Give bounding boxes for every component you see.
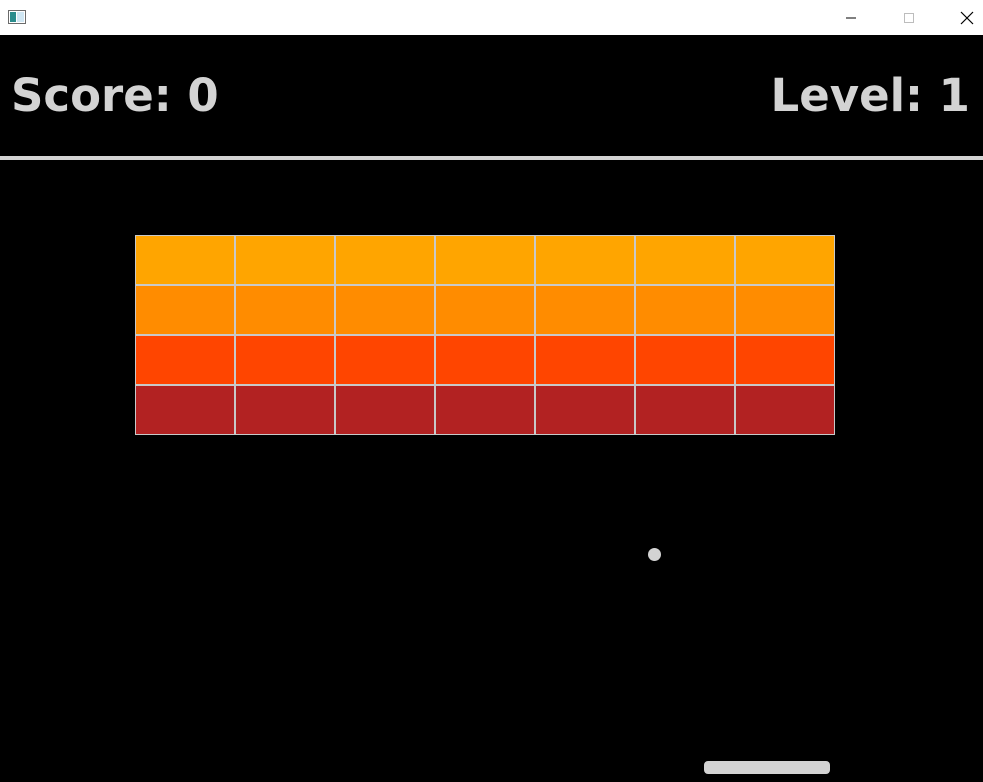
ball	[648, 548, 661, 561]
brick	[635, 285, 735, 335]
brick	[435, 285, 535, 335]
brick	[635, 385, 735, 435]
brick	[235, 235, 335, 285]
brick	[335, 285, 435, 335]
brick	[135, 385, 235, 435]
play-field[interactable]	[0, 160, 983, 782]
brick	[135, 335, 235, 385]
brick	[735, 335, 835, 385]
brick	[535, 235, 635, 285]
brick	[735, 385, 835, 435]
brick	[535, 385, 635, 435]
brick	[335, 335, 435, 385]
brick	[635, 335, 735, 385]
brick	[435, 385, 535, 435]
score-display: Score: 0	[11, 69, 219, 122]
brick	[335, 235, 435, 285]
hud-bar: Score: 0 Level: 1	[0, 36, 983, 158]
close-icon	[960, 11, 974, 24]
brick	[135, 235, 235, 285]
brick	[135, 285, 235, 335]
brick	[535, 285, 635, 335]
brick	[235, 335, 335, 385]
title-bar[interactable]	[0, 0, 983, 35]
minimize-icon	[846, 17, 856, 18]
maximize-button[interactable]	[886, 0, 932, 35]
brick	[435, 235, 535, 285]
brick	[535, 335, 635, 385]
brick	[735, 235, 835, 285]
brick	[635, 235, 735, 285]
brick	[435, 335, 535, 385]
hud-divider	[0, 156, 983, 160]
close-button[interactable]	[944, 0, 983, 35]
brick	[235, 385, 335, 435]
brick	[735, 285, 835, 335]
paddle[interactable]	[704, 761, 830, 774]
brick-wall	[135, 235, 835, 435]
brick	[235, 285, 335, 335]
maximize-icon	[904, 12, 914, 23]
minimize-button[interactable]	[828, 0, 874, 35]
level-display: Level: 1	[770, 69, 970, 122]
brick	[335, 385, 435, 435]
app-icon	[8, 10, 26, 24]
